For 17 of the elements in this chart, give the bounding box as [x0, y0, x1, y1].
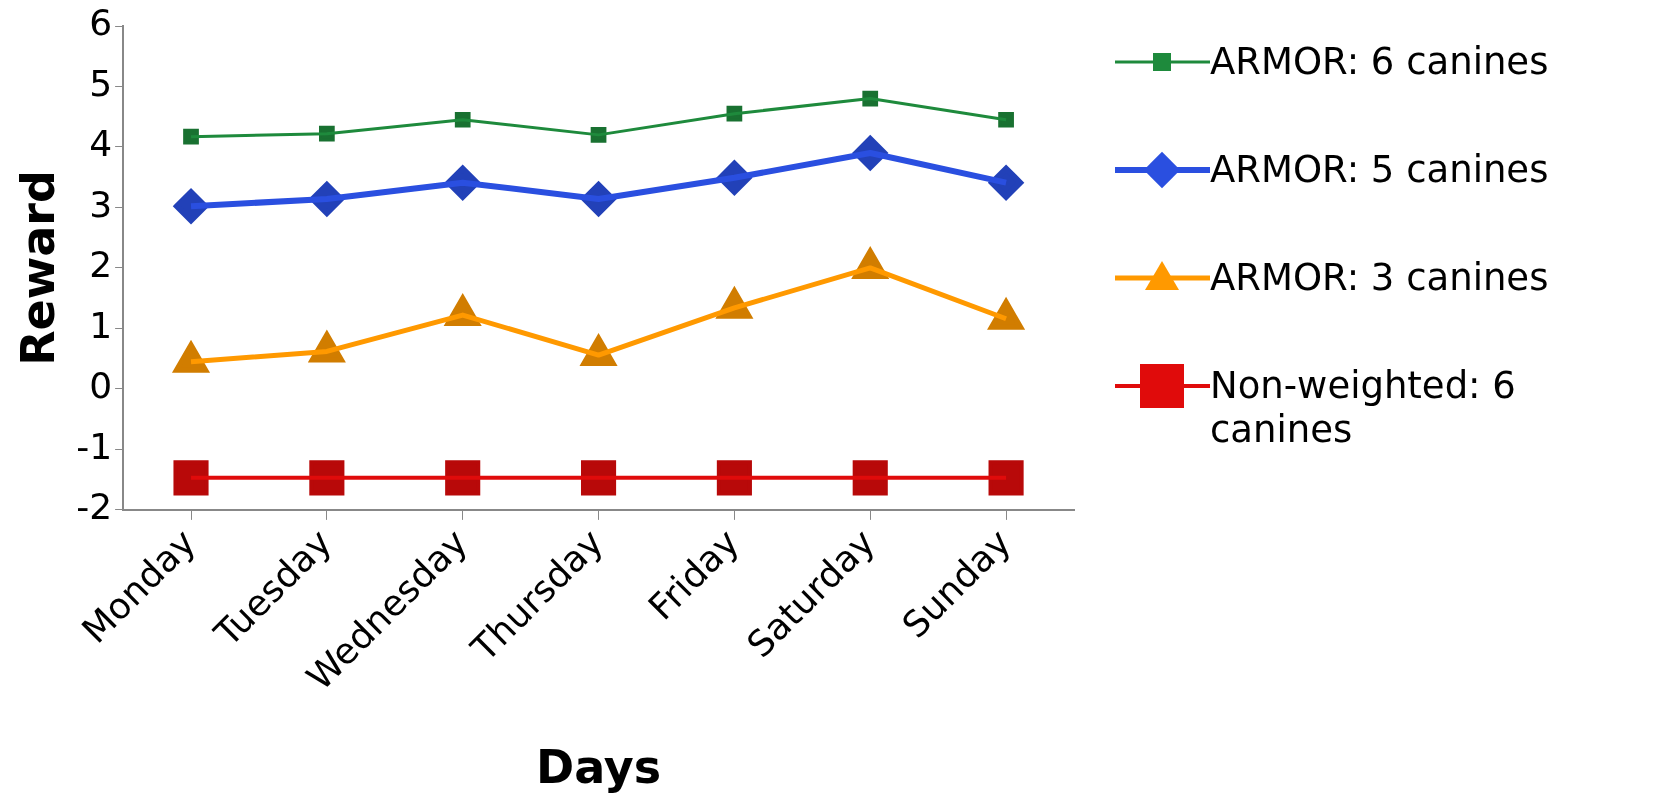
y-tick-label: 2	[89, 244, 113, 286]
legend-label: ARMOR: 5 canines	[1210, 148, 1550, 192]
legend-label: ARMOR: 6 canines	[1210, 40, 1550, 84]
y-tick-label: 4	[89, 123, 113, 165]
y-tick-label: 0	[89, 365, 113, 407]
point	[988, 460, 1024, 496]
y-tick-label: 3	[89, 183, 113, 225]
point	[173, 460, 209, 496]
y-tick-label: 6	[89, 2, 113, 44]
x-axis-title: Days	[535, 740, 662, 795]
y-axis-title: Reward	[10, 170, 65, 366]
legend-label: ARMOR: 3 canines	[1210, 256, 1550, 300]
y-tick-label: -2	[76, 486, 113, 528]
y-tick-label: 5	[89, 62, 113, 104]
y-tick-label: -1	[76, 425, 113, 467]
y-tick-label: 1	[89, 304, 113, 346]
legend-label: Non-weighted: 6 canines	[1210, 364, 1517, 452]
